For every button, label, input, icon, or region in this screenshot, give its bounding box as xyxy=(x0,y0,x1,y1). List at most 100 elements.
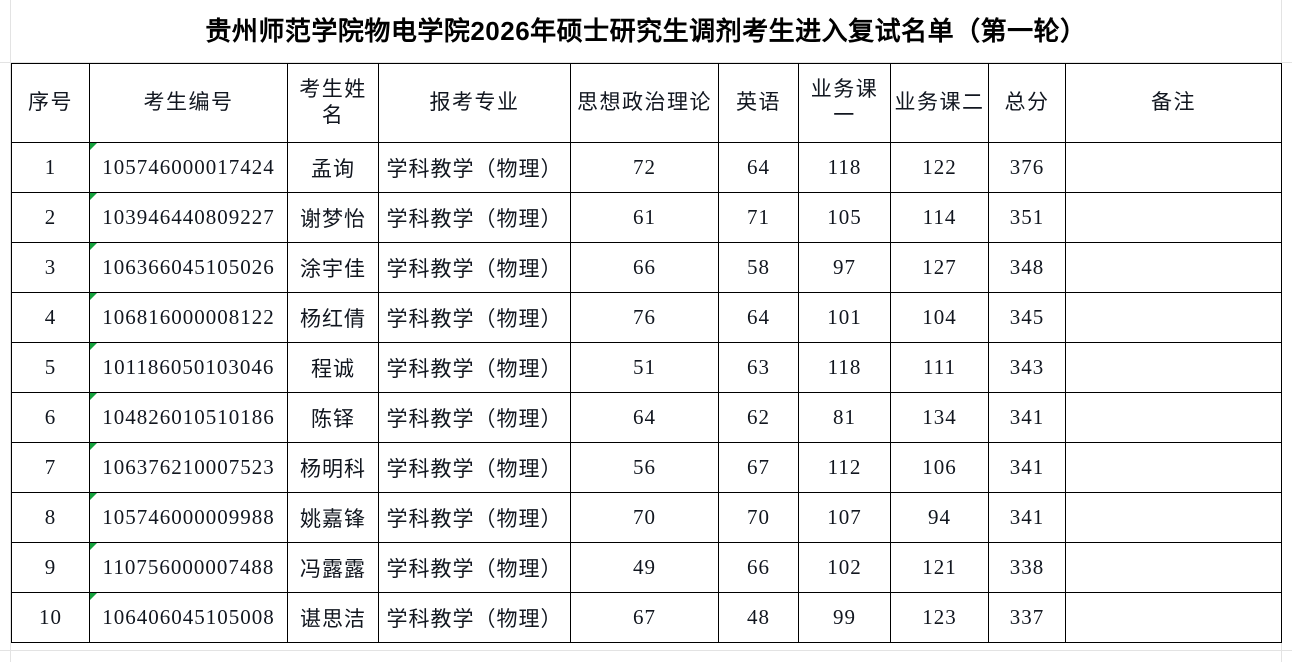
cell-total: 343 xyxy=(988,342,1066,393)
cell-total: 348 xyxy=(988,242,1066,293)
cell-sequence: 6 xyxy=(11,392,90,443)
cell-major: 学科教学（物理） xyxy=(378,342,571,393)
cell-sequence: 1 xyxy=(11,142,90,193)
column-header-major-course-1: 业务课一 xyxy=(798,63,891,143)
cell-candidate-id: 105746000017424 xyxy=(89,142,288,193)
cell-major: 学科教学（物理） xyxy=(378,142,571,193)
candidate-id-text: 103946440809227 xyxy=(102,205,275,229)
cell-english: 64 xyxy=(718,292,799,343)
cell-candidate-id: 101186050103046 xyxy=(89,342,288,393)
gridline-vertical-right xyxy=(1281,0,1282,662)
cell-candidate-id: 106406045105008 xyxy=(89,592,288,643)
table-header-row: 序号 考生编号 考生姓名 报考专业 思想政治理论 英语 业务课一 业务课二 总分… xyxy=(11,63,1282,143)
cell-name: 陈铎 xyxy=(287,392,379,443)
gridline-horizontal-title-bottom xyxy=(0,62,1292,63)
gridline-vertical-left xyxy=(10,0,11,662)
gridline-horizontal-table-bottom xyxy=(0,650,1292,651)
cell-major-course-2: 123 xyxy=(890,592,989,643)
cell-major-course-1: 118 xyxy=(798,142,891,193)
cell-name: 谢梦怡 xyxy=(287,192,379,243)
cell-sequence: 7 xyxy=(11,442,90,493)
cell-name: 杨红倩 xyxy=(287,292,379,343)
number-stored-as-text-icon xyxy=(90,593,97,600)
column-header-english: 英语 xyxy=(718,63,799,143)
candidate-id-text: 101186050103046 xyxy=(102,355,275,379)
cell-major: 学科教学（物理） xyxy=(378,292,571,343)
cell-english: 64 xyxy=(718,142,799,193)
cell-english: 71 xyxy=(718,192,799,243)
cell-total: 351 xyxy=(988,192,1066,243)
cell-name: 谌思洁 xyxy=(287,592,379,643)
cell-major: 学科教学（物理） xyxy=(378,442,571,493)
table-row: 5 101186050103046 程诚 学科教学（物理） 51 63 118 111 343 xyxy=(11,342,1282,393)
cell-politics: 66 xyxy=(570,242,719,293)
cell-total: 341 xyxy=(988,392,1066,443)
number-stored-as-text-icon xyxy=(90,393,97,400)
cell-major: 学科教学（物理） xyxy=(378,392,571,443)
cell-name: 姚嘉锋 xyxy=(287,492,379,543)
number-stored-as-text-icon xyxy=(90,443,97,450)
cell-remark xyxy=(1065,342,1282,393)
column-header-remark: 备注 xyxy=(1065,63,1282,143)
cell-major-course-2: 114 xyxy=(890,192,989,243)
cell-major-course-1: 102 xyxy=(798,542,891,593)
cell-english: 66 xyxy=(718,542,799,593)
cell-name: 冯露露 xyxy=(287,542,379,593)
cell-sequence: 4 xyxy=(11,292,90,343)
cell-english: 62 xyxy=(718,392,799,443)
cell-candidate-id: 106816000008122 xyxy=(89,292,288,343)
number-stored-as-text-icon xyxy=(90,343,97,350)
admission-list-table: 序号 考生编号 考生姓名 报考专业 思想政治理论 英语 业务课一 业务课二 总分… xyxy=(11,63,1282,643)
cell-remark xyxy=(1065,392,1282,443)
cell-sequence: 10 xyxy=(11,592,90,643)
column-header-major: 报考专业 xyxy=(378,63,571,143)
cell-remark xyxy=(1065,242,1282,293)
cell-total: 338 xyxy=(988,542,1066,593)
cell-major-course-1: 118 xyxy=(798,342,891,393)
cell-total: 341 xyxy=(988,442,1066,493)
candidate-id-text: 104826010510186 xyxy=(102,405,275,429)
column-header-major-course-2: 业务课二 xyxy=(890,63,989,143)
cell-major-course-1: 97 xyxy=(798,242,891,293)
cell-politics: 67 xyxy=(570,592,719,643)
table-row: 3 106366045105026 涂宇佳 学科教学（物理） 66 58 97 127 348 xyxy=(11,242,1282,293)
cell-sequence: 3 xyxy=(11,242,90,293)
number-stored-as-text-icon xyxy=(90,493,97,500)
number-stored-as-text-icon xyxy=(90,293,97,300)
table-row: 4 106816000008122 杨红倩 学科教学（物理） 76 64 101 104 345 xyxy=(11,292,1282,343)
cell-politics: 76 xyxy=(570,292,719,343)
cell-total: 345 xyxy=(988,292,1066,343)
cell-remark xyxy=(1065,292,1282,343)
cell-name: 杨明科 xyxy=(287,442,379,493)
cell-major-course-2: 134 xyxy=(890,392,989,443)
cell-name: 涂宇佳 xyxy=(287,242,379,293)
cell-remark xyxy=(1065,542,1282,593)
table-row: 8 105746000009988 姚嘉锋 学科教学（物理） 70 70 107 94 341 xyxy=(11,492,1282,543)
cell-major-course-1: 112 xyxy=(798,442,891,493)
column-header-name: 考生姓名 xyxy=(287,63,379,143)
column-header-sequence: 序号 xyxy=(11,63,90,143)
candidate-id-text: 106366045105026 xyxy=(102,255,275,279)
cell-name: 孟询 xyxy=(287,142,379,193)
candidate-id-text: 106816000008122 xyxy=(102,305,275,329)
cell-english: 48 xyxy=(718,592,799,643)
table-row: 10 106406045105008 谌思洁 学科教学（物理） 67 48 99 123 337 xyxy=(11,592,1282,643)
cell-major-course-2: 94 xyxy=(890,492,989,543)
cell-total: 337 xyxy=(988,592,1066,643)
cell-major-course-2: 104 xyxy=(890,292,989,343)
cell-major-course-1: 99 xyxy=(798,592,891,643)
cell-english: 67 xyxy=(718,442,799,493)
cell-major: 学科教学（物理） xyxy=(378,592,571,643)
cell-candidate-id: 104826010510186 xyxy=(89,392,288,443)
cell-remark xyxy=(1065,592,1282,643)
cell-major: 学科教学（物理） xyxy=(378,242,571,293)
candidate-id-text: 110756000007488 xyxy=(102,555,275,579)
cell-name: 程诚 xyxy=(287,342,379,393)
cell-candidate-id: 105746000009988 xyxy=(89,492,288,543)
cell-major-course-2: 106 xyxy=(890,442,989,493)
cell-major-course-2: 111 xyxy=(890,342,989,393)
table-row: 2 103946440809227 谢梦怡 学科教学（物理） 61 71 105 114 351 xyxy=(11,192,1282,243)
cell-major-course-2: 121 xyxy=(890,542,989,593)
cell-candidate-id: 103946440809227 xyxy=(89,192,288,243)
cell-sequence: 8 xyxy=(11,492,90,543)
